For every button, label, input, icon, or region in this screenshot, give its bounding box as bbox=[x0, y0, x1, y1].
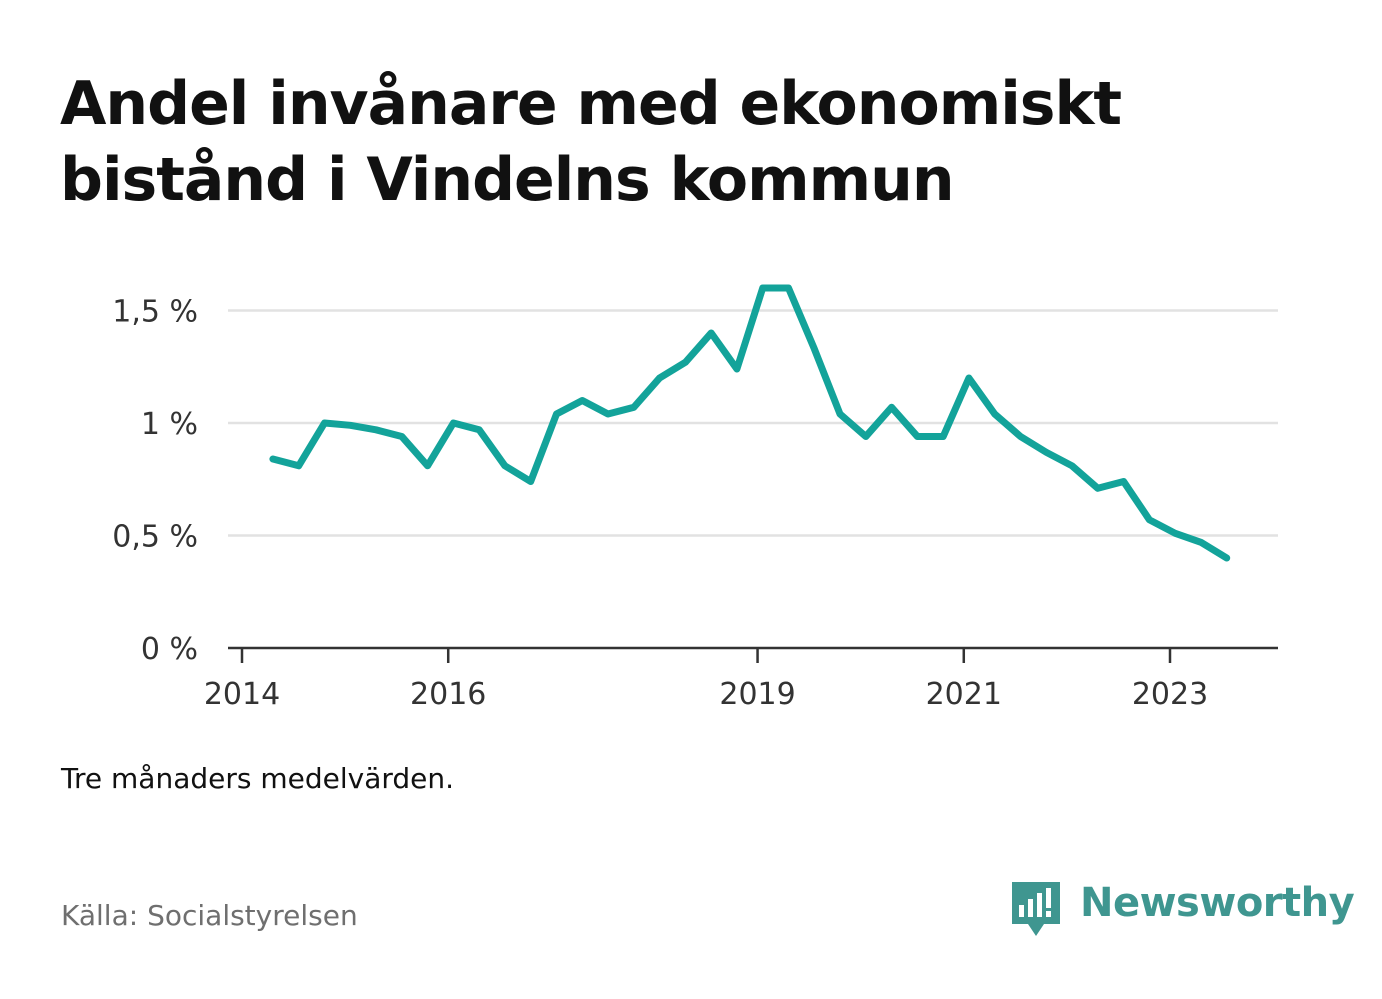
gridlines bbox=[228, 309, 1278, 537]
y-tick-label: 1,5 % bbox=[112, 295, 198, 330]
chart-title: Andel invånare med ekonomiskt bistånd i … bbox=[60, 69, 1122, 215]
x-tick-label: 2023 bbox=[1132, 677, 1208, 712]
x-tick-label: 2014 bbox=[204, 677, 280, 712]
x-tick-label: 2019 bbox=[719, 677, 795, 712]
newsworthy-logo-icon bbox=[1012, 882, 1060, 936]
chart-note: Tre månaders medelvärden. bbox=[61, 762, 455, 795]
line-chart: 0 % 0,5 % 1 % 1,5 % 2014 2016 2019 2021 2023 bbox=[112, 284, 1278, 712]
series-line bbox=[269, 284, 1231, 562]
y-tick-label: 1 % bbox=[141, 407, 198, 442]
x-axis-ticks: 2014 2016 2019 2021 2023 bbox=[204, 648, 1208, 712]
y-tick-label: 0 % bbox=[141, 632, 198, 667]
source-label: Källa: Socialstyrelsen bbox=[61, 899, 358, 932]
x-tick-label: 2016 bbox=[410, 677, 486, 712]
x-tick-label: 2021 bbox=[926, 677, 1002, 712]
brand-name: Newsworthy bbox=[1080, 880, 1355, 926]
y-tick-label: 0,5 % bbox=[112, 520, 198, 555]
y-axis-ticks: 0 % 0,5 % 1 % 1,5 % bbox=[112, 295, 198, 668]
